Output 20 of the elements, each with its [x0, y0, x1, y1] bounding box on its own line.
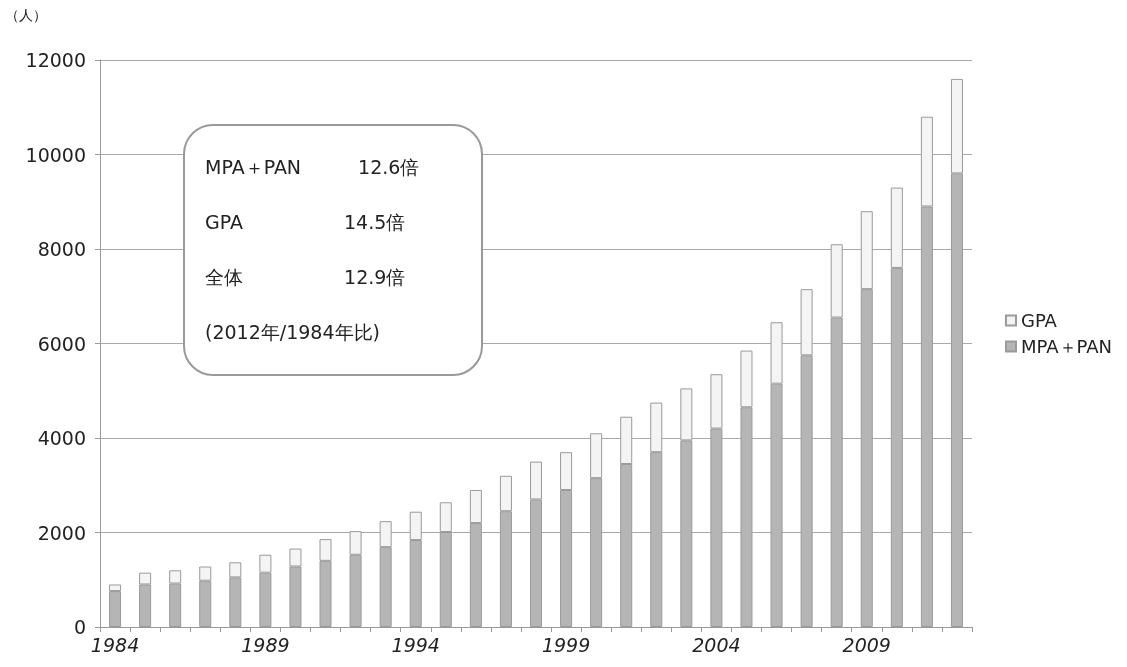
- y-axis-title: （人）: [5, 7, 47, 23]
- y-tick-label: 12000: [25, 49, 86, 71]
- annotation: GPA 14.5倍: [205, 210, 407, 235]
- x-tick-label: 1984: [90, 633, 140, 656]
- y-tick-label: 8000: [37, 238, 86, 260]
- x-tick-label: 1999: [541, 633, 591, 656]
- y-tick-label: 10000: [25, 143, 86, 166]
- annotation: MPA＋PAN 12.6倍: [205, 155, 421, 180]
- x-tick-label: 1994: [391, 633, 440, 656]
- y-tick-label: 0: [73, 616, 86, 638]
- annotation: (2012年/1984年比): [205, 320, 381, 345]
- legend-label: MPA＋PAN: [1020, 336, 1112, 357]
- x-tick-label: 1989: [241, 633, 290, 656]
- y-tick-label: 2000: [37, 521, 86, 544]
- x-tick-label: 2009: [842, 633, 891, 656]
- legend-label: GPA: [1020, 310, 1058, 331]
- y-tick-label: 4000: [37, 427, 86, 449]
- x-tick-label: 2004: [692, 633, 741, 656]
- y-tick-label: 6000: [37, 332, 86, 355]
- annotation: 全体 12.9倍: [205, 265, 407, 290]
